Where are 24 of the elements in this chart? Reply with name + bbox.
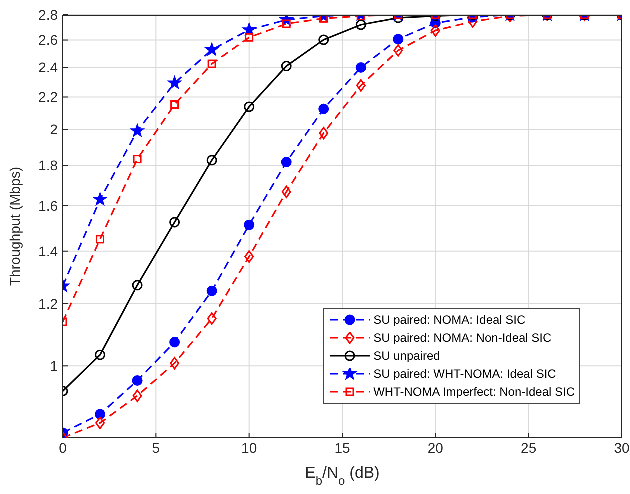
y-tick-label: 1.6 bbox=[38, 198, 58, 214]
x-tick-label: 25 bbox=[521, 440, 537, 456]
legend-label: SU unpaired bbox=[374, 349, 440, 363]
x-tick-label: 0 bbox=[59, 440, 68, 456]
y-tick-label: 2.6 bbox=[38, 32, 58, 48]
y-tick-label: 1 bbox=[50, 358, 58, 374]
y-tick-label: 1.4 bbox=[38, 243, 58, 260]
y-tick-label: 2 bbox=[50, 122, 58, 138]
legend-label: SU paired: WHT-NOMA: Ideal SIC bbox=[374, 367, 556, 381]
legend-label: WHT-NOMA Imperfect: Non-Ideal SIC bbox=[374, 385, 575, 399]
y-axis-title: Throughput (Mbps) bbox=[7, 166, 23, 286]
y-tick-label: 2.4 bbox=[38, 60, 58, 76]
legend-label: SU paired: NOMA: Non-Ideal SIC bbox=[374, 331, 552, 345]
x-tick-label: 20 bbox=[428, 440, 444, 456]
y-tick-label: 1.2 bbox=[38, 296, 58, 312]
y-tick-label: 2.8 bbox=[38, 6, 58, 23]
x-tick-label: 15 bbox=[334, 440, 350, 456]
x-tick-label: 5 bbox=[152, 440, 160, 456]
legend-label: SU paired: NOMA: Ideal SIC bbox=[374, 313, 526, 327]
x-axis-title: E$_{b}$/N$_{o}$ (dB) bbox=[305, 465, 380, 488]
y-tick-label: 2.2 bbox=[38, 89, 58, 106]
x-tick-label: 10 bbox=[242, 440, 258, 456]
y-tick-label: 1.8 bbox=[38, 158, 58, 174]
x-tick-label: 30 bbox=[614, 440, 630, 456]
